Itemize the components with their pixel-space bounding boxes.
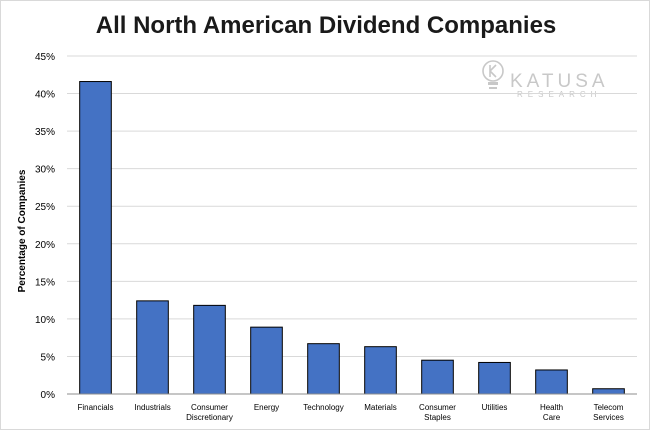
- y-tick-label: 0%: [41, 390, 56, 401]
- x-category-label: Health Care: [540, 403, 563, 422]
- bar-utilities: [478, 361, 511, 395]
- bar-telecom-services: [592, 388, 625, 395]
- y-tick-label: 25%: [35, 202, 55, 213]
- x-category-label: Energy: [254, 403, 279, 412]
- y-tick-label: 45%: [35, 52, 55, 63]
- katusa-logo: KATUSA RESEARCH: [482, 60, 609, 99]
- bar-health-care: [535, 369, 568, 395]
- y-tick-label: 35%: [35, 127, 55, 138]
- x-category-label: Materials: [364, 403, 396, 412]
- x-category-label: Industrials: [134, 403, 170, 412]
- bar-consumer-staples: [421, 359, 454, 395]
- logo-name: KATUSA: [510, 71, 609, 92]
- bar-technology: [307, 343, 340, 395]
- gridlines: [67, 55, 637, 357]
- logo-subtitle: RESEARCH: [517, 90, 601, 99]
- bar-energy: [250, 326, 283, 395]
- bars: [79, 81, 625, 395]
- y-tick-label: 30%: [35, 165, 55, 176]
- x-category-label: Technology: [303, 403, 343, 412]
- bar-financials: [79, 81, 112, 395]
- chart-title: All North American Dividend Companies: [96, 12, 557, 39]
- x-axis-categories: Financials Industrials Consumer Discretiona…: [77, 403, 623, 422]
- y-tick-label: 10%: [35, 315, 55, 326]
- x-category-label: Consumer Staples: [419, 403, 456, 422]
- lightbulb-k-icon: [482, 60, 504, 89]
- x-category-label: Telecom Services: [593, 403, 624, 422]
- x-category-label: Utilities: [482, 403, 508, 412]
- y-tick-label: 40%: [35, 90, 55, 101]
- y-tick-label: 20%: [35, 240, 55, 251]
- y-axis-label: Percentage of Companies: [17, 169, 28, 292]
- x-category-label: Financials: [77, 403, 113, 412]
- bar-materials: [364, 346, 397, 395]
- y-axis-ticks: 0% 5% 10% 15% 20% 25% 30% 35% 40% 45%: [35, 52, 55, 401]
- y-tick-label: 5%: [41, 352, 56, 363]
- y-tick-label: 15%: [35, 277, 55, 288]
- bar-industrials: [136, 300, 169, 395]
- bar-consumer-discretionary: [193, 304, 226, 395]
- x-category-label: Consumer Discretionary: [186, 403, 233, 422]
